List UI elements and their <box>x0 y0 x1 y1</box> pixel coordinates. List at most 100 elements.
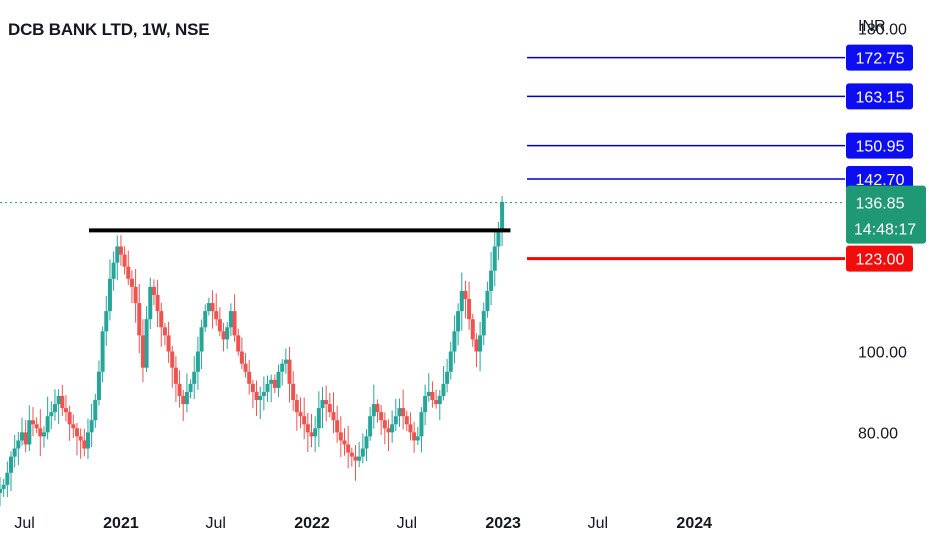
candle-body <box>210 303 215 312</box>
stop-loss-label-bg <box>846 245 913 272</box>
candle-body <box>5 472 10 485</box>
candle-body <box>496 230 501 247</box>
candle-body <box>225 327 230 340</box>
target-label-bg-3 <box>846 132 913 159</box>
candle-body <box>89 420 94 433</box>
y-tick-label: 100.00 <box>858 345 907 362</box>
candle-body <box>49 412 54 417</box>
candle-body <box>30 420 35 425</box>
candle-body <box>170 351 175 368</box>
current-price-label: 136.85 <box>856 196 905 213</box>
target-label-4: 142.70 <box>856 172 905 189</box>
candle-body <box>188 383 193 392</box>
candle-body <box>74 428 79 437</box>
candle-body <box>199 327 204 352</box>
candle-body <box>390 424 395 433</box>
candle-body <box>71 424 76 429</box>
candle-body <box>335 420 340 433</box>
candle-body <box>500 202 505 231</box>
x-tick-label: Jul <box>397 515 417 532</box>
candle-body <box>463 290 468 300</box>
candle-body <box>78 436 83 441</box>
time-axis[interactable]: Jul 2021 Jul 2022 Jul 2023 Jul 2024 <box>14 515 712 532</box>
current-price-label-bg <box>846 185 926 244</box>
candle-body <box>166 335 171 352</box>
candle-body <box>151 286 156 295</box>
candle-body <box>52 404 57 413</box>
candle-body <box>1 484 6 489</box>
candle-body <box>412 432 417 441</box>
candle-body <box>375 404 380 413</box>
candle-body <box>415 436 420 441</box>
candle-body <box>481 311 486 336</box>
candle-body <box>265 383 270 392</box>
candle-body <box>140 335 145 368</box>
candle-body <box>159 311 164 328</box>
candle-body <box>243 363 248 372</box>
candle-body <box>393 416 398 425</box>
candle-body <box>93 400 98 421</box>
candle-body <box>247 371 252 384</box>
candle-body <box>441 383 446 396</box>
candle-body <box>485 290 490 312</box>
candle-body <box>408 424 413 433</box>
candle-body <box>368 416 373 437</box>
candle-body <box>371 404 376 417</box>
candle-body <box>272 379 277 388</box>
candle-body <box>203 311 208 328</box>
candle-body <box>56 395 61 405</box>
candle-body <box>401 408 406 417</box>
candle-body <box>291 383 296 401</box>
stop-loss-label: 123.00 <box>856 252 905 269</box>
candle-body <box>250 383 255 392</box>
candle-body <box>67 412 72 425</box>
price-axis[interactable]: 180.00 100.00 80.00 <box>858 21 907 442</box>
candle-body <box>287 359 292 384</box>
candle-body <box>177 383 182 396</box>
candle-body <box>353 456 358 461</box>
countdown-label: 14:48:17 <box>854 222 916 239</box>
candle-body <box>261 391 266 396</box>
candle-body <box>324 400 329 405</box>
candle-body <box>283 359 288 364</box>
candle-body <box>426 391 431 396</box>
candle-body <box>452 331 457 352</box>
candle-body <box>85 432 90 449</box>
candle-body <box>346 444 351 453</box>
candle-body <box>382 420 387 429</box>
candle-body <box>16 440 21 449</box>
candle-body <box>467 299 472 320</box>
candle-body <box>126 266 131 279</box>
candle-body <box>137 303 142 336</box>
currency-label: INR <box>858 18 886 35</box>
candle-body <box>181 395 186 405</box>
x-tick-label: 2022 <box>294 515 330 532</box>
candle-body <box>445 371 450 384</box>
candle-body <box>342 440 347 445</box>
candle-body <box>456 311 461 332</box>
candle-body <box>239 351 244 364</box>
candle-body <box>129 278 134 287</box>
candle-body <box>221 331 226 340</box>
candle-body <box>155 294 160 312</box>
candle-body <box>360 448 365 457</box>
candle-body <box>148 286 153 320</box>
target-label-bg-4 <box>846 166 913 193</box>
candle-body <box>309 432 314 437</box>
candle-body <box>192 371 197 384</box>
candle-body <box>313 428 318 437</box>
x-tick-label: 2024 <box>676 515 712 532</box>
target-label-1: 172.75 <box>856 51 905 68</box>
candle-body <box>41 432 46 437</box>
x-tick-label: Jul <box>588 515 608 532</box>
candle-body <box>173 367 178 384</box>
candle-body <box>459 290 464 312</box>
candle-body <box>492 246 497 271</box>
candle-body <box>294 400 299 413</box>
candle-body <box>12 448 17 457</box>
candle-body <box>206 303 211 312</box>
candle-body <box>8 456 13 473</box>
candle-body <box>60 395 65 409</box>
candle-body <box>404 416 409 425</box>
